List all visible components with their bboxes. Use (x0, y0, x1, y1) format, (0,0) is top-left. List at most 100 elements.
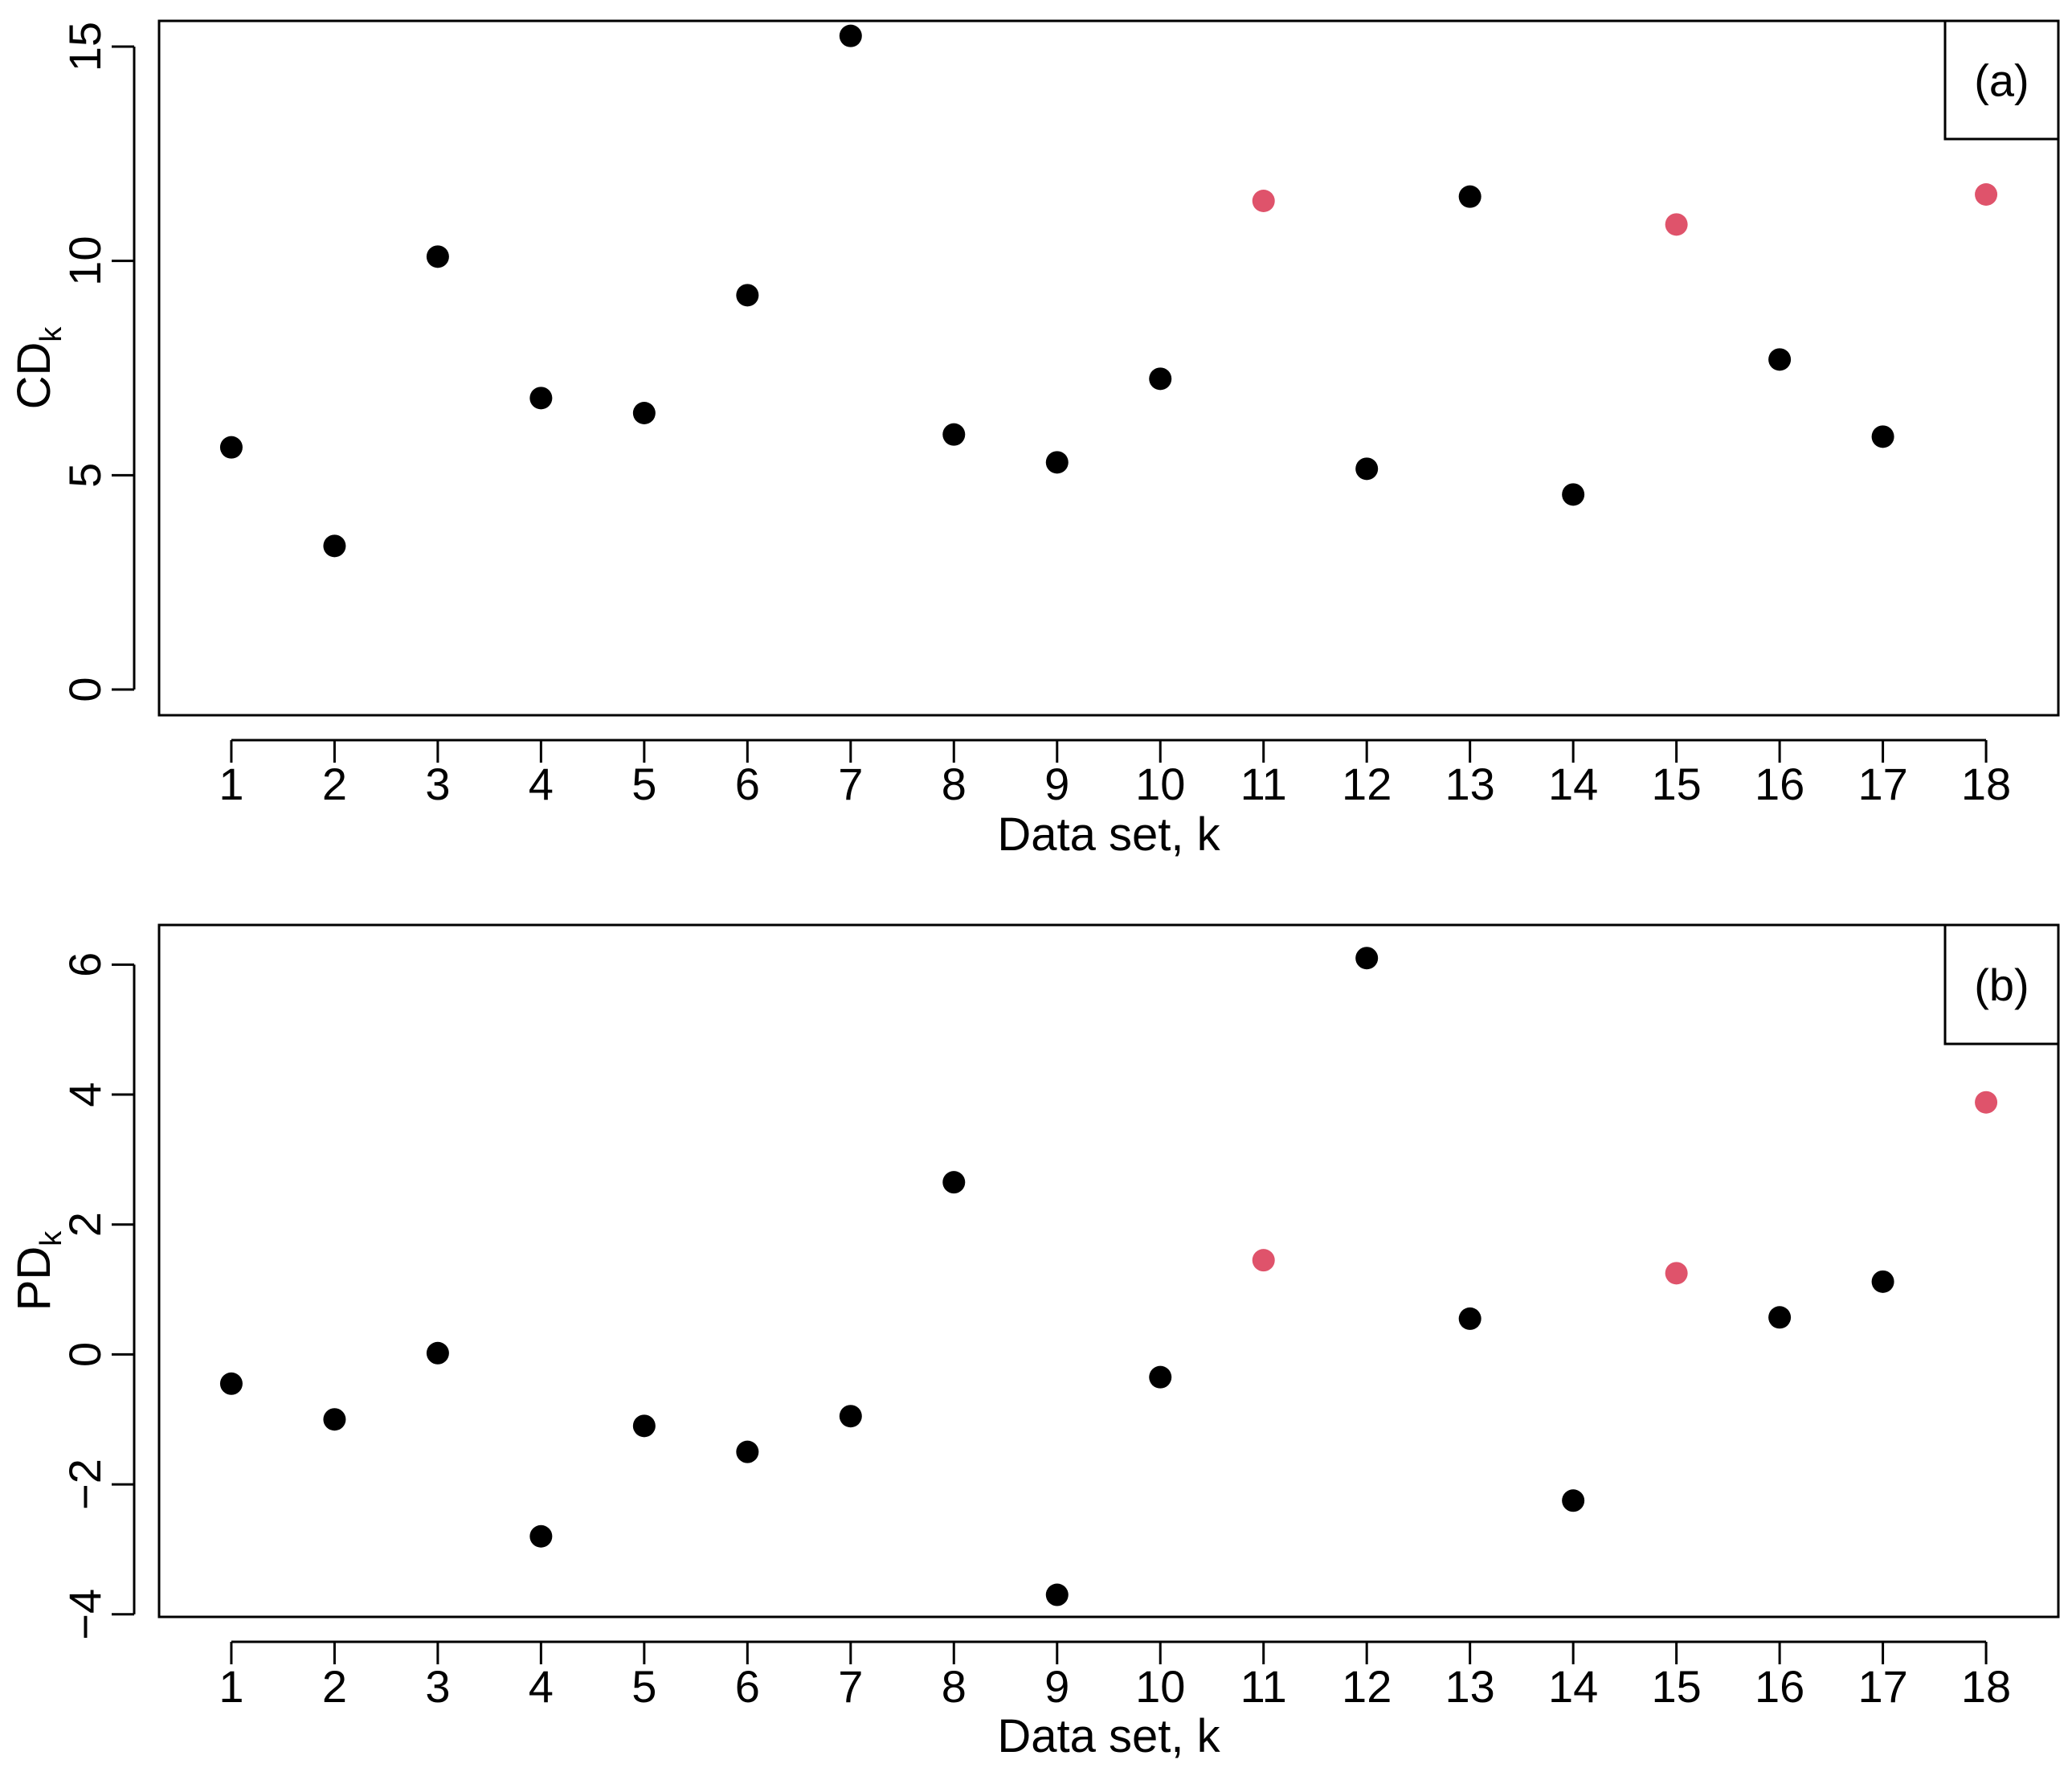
y-tick-label: 0 (59, 1342, 110, 1367)
data-point (632, 402, 656, 424)
panel-label-box: (b) (1943, 923, 2060, 1046)
x-tick-label: 16 (1755, 1661, 1804, 1712)
panel-label: (b) (1974, 960, 2029, 1010)
x-axis-title: Data set, k (997, 808, 1220, 861)
data-point (219, 436, 243, 459)
x-tick-label: 15 (1651, 1661, 1701, 1712)
y-tick-label: 4 (59, 1082, 110, 1107)
x-tick-label: 1 (219, 759, 243, 809)
x-tick-label: 4 (529, 1661, 554, 1712)
x-tick-label: 11 (1240, 1661, 1287, 1712)
data-point (942, 1171, 966, 1194)
panel-label-frame (1943, 19, 2060, 141)
y-axis-title-subscript: k (35, 326, 68, 342)
panel-label-frame (1943, 923, 2060, 1046)
plot-frame (157, 19, 2060, 717)
data-point (1149, 367, 1172, 391)
x-tick-label: 11 (1240, 759, 1287, 809)
x-tick-label: 17 (1857, 759, 1907, 809)
data-point (529, 387, 553, 410)
data-point (1355, 457, 1379, 481)
x-tick-label: 13 (1445, 759, 1495, 809)
x-tick-label: 15 (1651, 759, 1701, 809)
data-point-highlight (1252, 1249, 1275, 1272)
data-point (632, 1414, 656, 1438)
data-point (1562, 1489, 1585, 1512)
data-point (736, 1440, 759, 1463)
data-point (1871, 1270, 1894, 1293)
data-point (1871, 425, 1894, 448)
data-point (1768, 348, 1792, 371)
x-tick-label: 5 (631, 1661, 656, 1712)
x-tick-label: 3 (425, 1661, 450, 1712)
x-tick-label: 18 (1961, 1661, 2011, 1712)
data-point (529, 1524, 553, 1548)
x-tick-label: 8 (942, 1661, 967, 1712)
y-tick-label: 2 (59, 1212, 110, 1237)
x-tick-label: 4 (529, 759, 554, 809)
x-tick-label: 14 (1548, 1661, 1598, 1712)
panel-label: (a) (1974, 55, 2029, 106)
data-point (1768, 1306, 1792, 1329)
x-tick-label: 13 (1445, 1661, 1495, 1712)
x-tick-label: 6 (735, 759, 760, 809)
data-point (1458, 185, 1481, 208)
data-point (219, 1372, 243, 1395)
data-point (323, 1408, 346, 1431)
y-axis-title-subscript: k (35, 1230, 68, 1246)
data-point (839, 1405, 862, 1428)
x-tick-label: 9 (1044, 759, 1069, 809)
x-tick-label: 10 (1135, 1661, 1185, 1712)
x-tick-label: 2 (322, 1661, 347, 1712)
data-point (426, 245, 449, 268)
data-point (1045, 451, 1069, 474)
y-tick-label: 10 (59, 236, 110, 286)
data-point-highlight (1252, 190, 1275, 212)
y-axis-title-main: CD (8, 342, 60, 410)
y-axis-title-main: PD (8, 1246, 60, 1312)
data-point (1149, 1365, 1172, 1389)
y-axis-title: CDk (8, 326, 68, 410)
x-tick-label: 5 (631, 759, 656, 809)
x-axis-title: Data set, k (997, 1710, 1220, 1762)
x-tick-label: 16 (1755, 759, 1804, 809)
x-tick-label: 10 (1135, 759, 1185, 809)
x-tick-label: 17 (1857, 1661, 1907, 1712)
x-tick-label: 18 (1961, 759, 2011, 809)
data-point (1045, 1583, 1069, 1606)
data-point (1562, 483, 1585, 506)
y-tick-label: 5 (59, 463, 110, 488)
data-point (1458, 1307, 1481, 1330)
data-point (736, 284, 759, 307)
data-point-highlight (1975, 183, 1998, 206)
data-point (426, 1341, 449, 1365)
x-tick-label: 14 (1548, 759, 1598, 809)
panel-label-box: (a) (1943, 19, 2060, 141)
data-point-highlight (1665, 1262, 1688, 1285)
plot-frame (157, 923, 2060, 1619)
data-point (839, 24, 862, 47)
data-point-highlight (1975, 1091, 1998, 1114)
data-point (942, 423, 966, 446)
x-tick-label: 2 (322, 759, 347, 809)
x-tick-label: 7 (838, 1661, 863, 1712)
data-point (1355, 947, 1379, 970)
y-tick-label: −2 (59, 1459, 110, 1510)
x-tick-label: 12 (1342, 1661, 1392, 1712)
y-axis-title: PDk (8, 1230, 68, 1312)
y-tick-label: 6 (59, 952, 110, 977)
x-tick-label: 8 (942, 759, 967, 809)
x-tick-label: 1 (219, 1661, 243, 1712)
x-tick-label: 12 (1342, 759, 1392, 809)
data-point (323, 534, 346, 558)
y-tick-label: 15 (59, 22, 110, 72)
data-point-highlight (1665, 213, 1688, 236)
x-tick-label: 3 (425, 759, 450, 809)
x-tick-label: 6 (735, 1661, 760, 1712)
x-tick-label: 9 (1044, 1661, 1069, 1712)
y-tick-label: 0 (59, 677, 110, 702)
x-tick-label: 7 (838, 759, 863, 809)
